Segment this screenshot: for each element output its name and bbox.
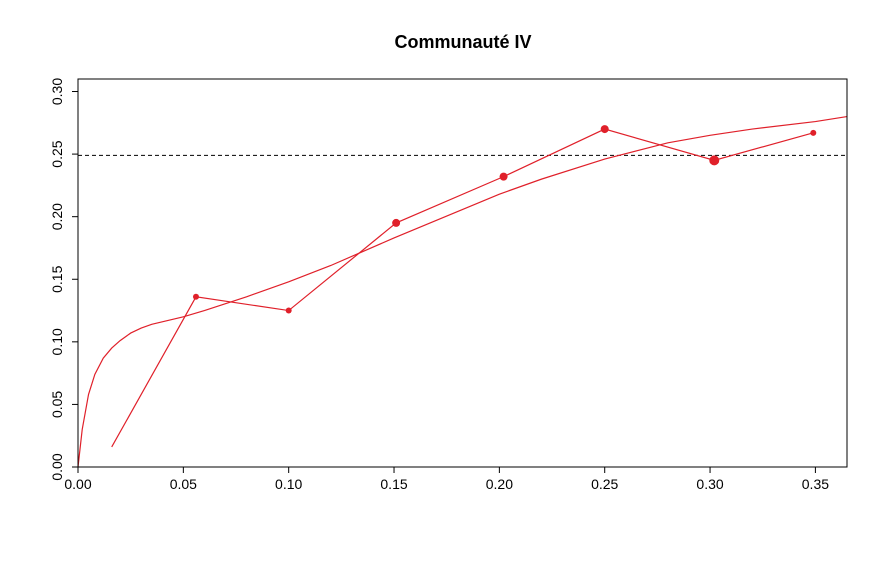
x-tick-label: 0.35 (802, 476, 829, 492)
series-line (111, 128, 814, 448)
y-axis: 0.00 0.05 0.10 0.15 0.20 0.25 0.30 (49, 78, 78, 481)
data-point (285, 307, 292, 314)
fitted-curve (77, 115, 848, 468)
y-tick-label: 0.00 (49, 453, 65, 480)
series-points (192, 125, 817, 314)
x-tick-label: 0.15 (380, 476, 407, 492)
x-tick-label: 0.05 (170, 476, 197, 492)
y-tick-label: 0.20 (49, 203, 65, 230)
x-tick-label: 0.30 (696, 476, 723, 492)
data-point (392, 218, 401, 227)
y-tick-label: 0.25 (49, 140, 65, 167)
data-point (709, 155, 720, 166)
data-point (192, 293, 199, 300)
data-point (499, 172, 508, 181)
x-tick-label: 0.25 (591, 476, 618, 492)
x-tick-label: 0.20 (486, 476, 513, 492)
plot-frame (77, 78, 848, 468)
data-point (810, 129, 817, 136)
x-tick-label: 0.10 (275, 476, 302, 492)
x-tick-label: 0.00 (64, 476, 91, 492)
data-point (600, 125, 609, 134)
y-tick-label: 0.30 (49, 78, 65, 105)
y-tick-label: 0.15 (49, 265, 65, 292)
x-axis: 0.00 0.05 0.10 0.15 0.20 0.25 0.30 0.35 (64, 467, 829, 492)
y-tick-label: 0.10 (49, 328, 65, 355)
chart-title: Communauté IV (394, 32, 531, 52)
y-tick-label: 0.05 (49, 391, 65, 418)
